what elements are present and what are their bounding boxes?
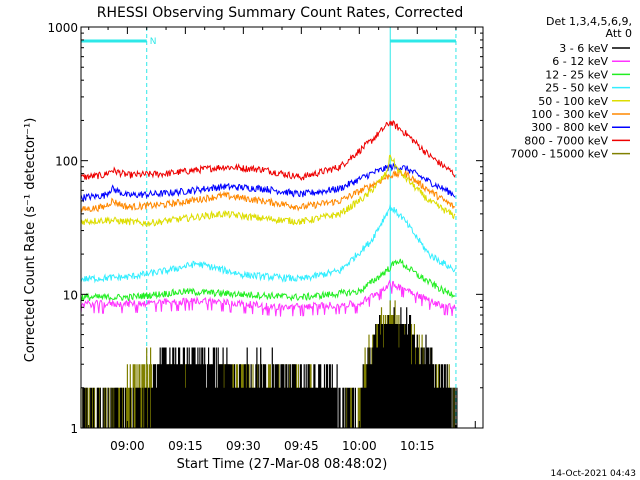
legend-label: 7000 - 15000 keV: [510, 148, 608, 161]
x-tick-label: 10:00: [342, 439, 377, 453]
timestamp: 14-Oct-2021 04:43: [551, 469, 636, 479]
x-axis-label: Start Time (27-Mar-08 08:48:02): [177, 457, 388, 472]
y-tick-label: 1000: [47, 21, 78, 35]
series-line: [80, 120, 456, 182]
legend-label: 3 - 6 keV: [559, 42, 608, 55]
legend-label: 50 - 100 keV: [538, 95, 608, 108]
legend-label: 12 - 25 keV: [545, 68, 608, 81]
plot-area: N: [80, 27, 458, 428]
y-axis: 1 10 100 1000: [47, 21, 483, 436]
x-axis: 09:00 09:15 09:30 09:45 10:00 10:15: [88, 27, 476, 453]
x-tick-label: 09:15: [168, 439, 203, 453]
legend-label: 6 - 12 keV: [552, 55, 608, 68]
legend-label: 100 - 300 keV: [531, 108, 608, 121]
legend-header: Att 0: [606, 27, 632, 40]
series-line: [80, 162, 456, 203]
series-line: [80, 169, 456, 213]
y-tick-label: 10: [63, 288, 78, 302]
chart-title: RHESSI Observing Summary Count Rates, Co…: [97, 5, 463, 21]
y-axis-label: Corrected Count Rate (s⁻¹ detector⁻¹): [23, 118, 38, 363]
series-line: [80, 279, 456, 317]
legend-label: 300 - 800 keV: [531, 121, 608, 134]
series-line: [80, 258, 456, 302]
series-line: [82, 307, 458, 428]
y-tick-label: 100: [55, 155, 78, 169]
legend-header: Det 1,3,4,5,6,9,: [546, 15, 632, 28]
y-tick-label: 1: [70, 422, 78, 436]
legend-label: 800 - 7000 keV: [524, 134, 608, 147]
flag-label: N: [150, 37, 157, 47]
legend-label: 25 - 50 keV: [545, 82, 608, 95]
series-line: [80, 204, 456, 284]
x-tick-label: 09:30: [226, 439, 261, 453]
x-tick-label: 09:45: [284, 439, 319, 453]
series-line: [80, 154, 456, 228]
x-tick-label: 10:15: [400, 439, 435, 453]
x-tick-label: 09:00: [110, 439, 145, 453]
